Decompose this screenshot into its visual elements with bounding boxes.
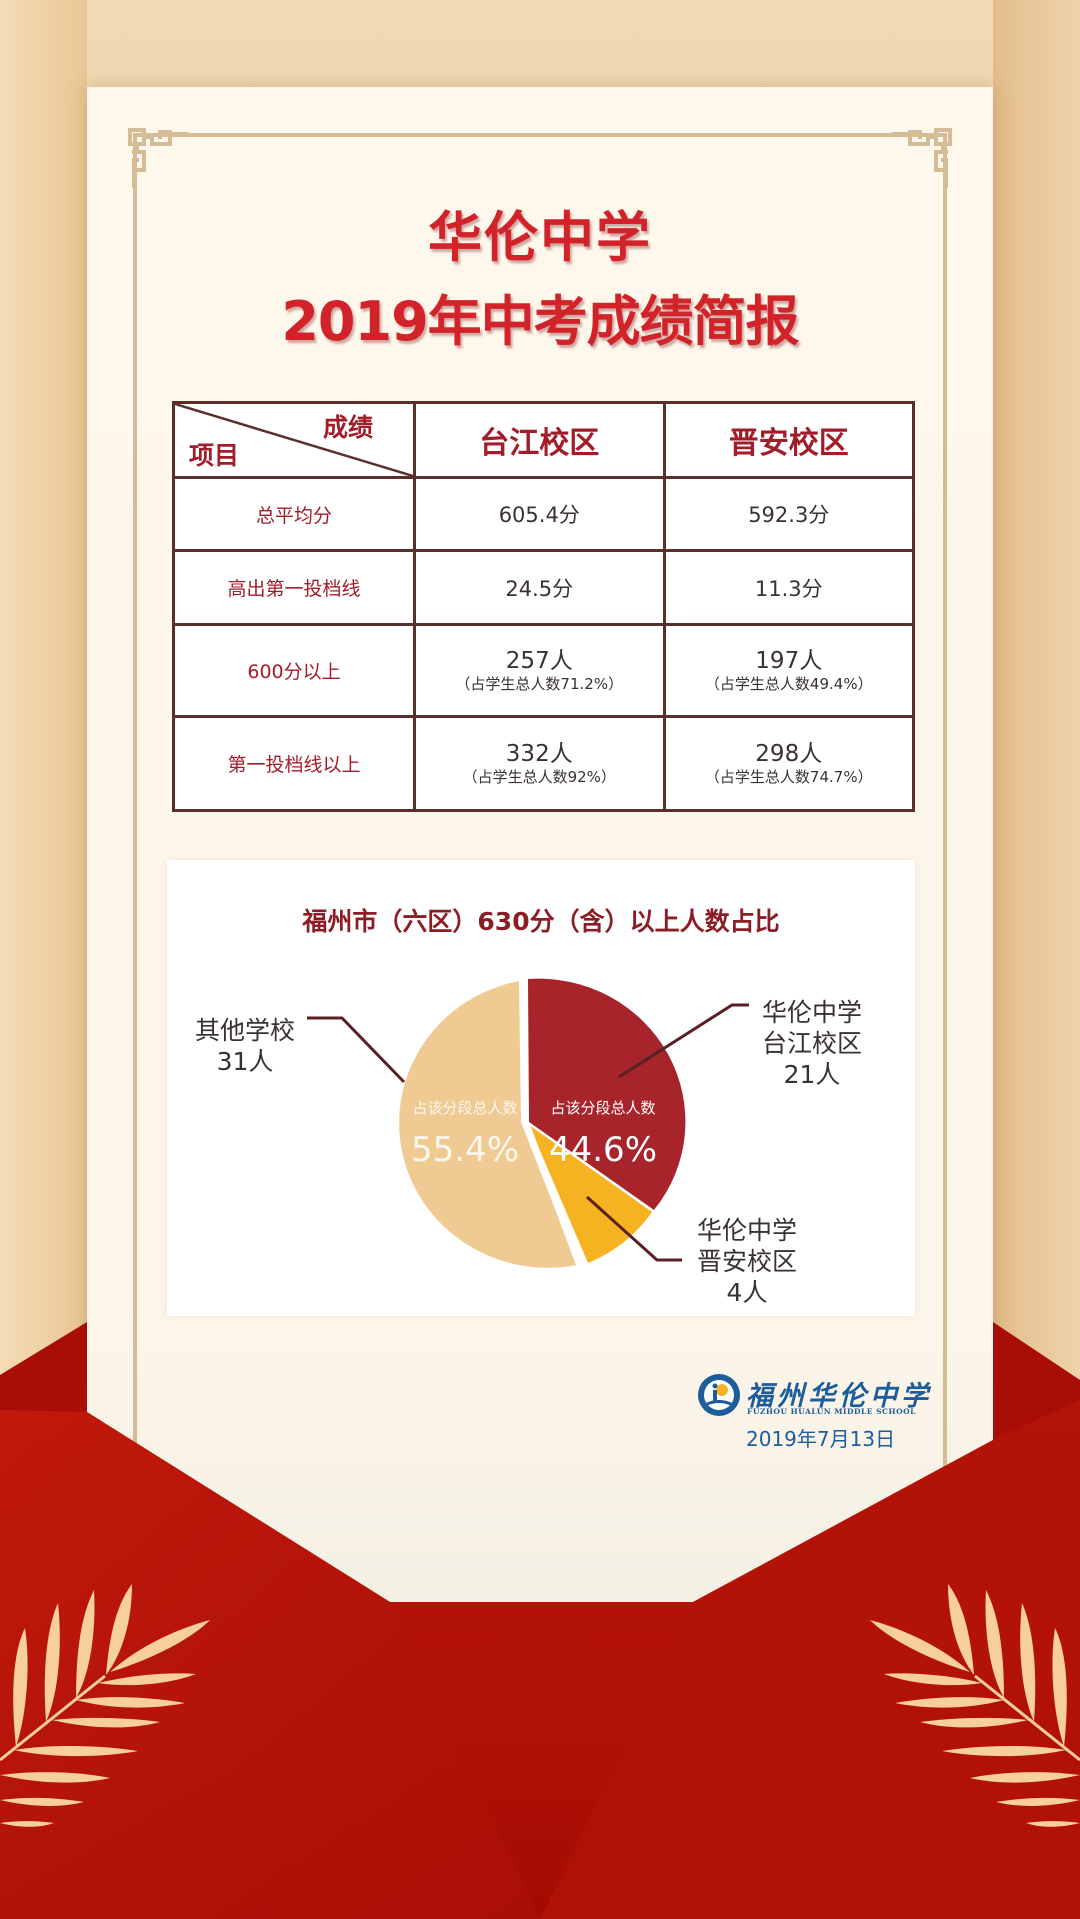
envelope-flap-right bbox=[540, 1400, 1080, 1919]
cell-count: 332人 bbox=[505, 740, 573, 767]
table-header-row: 成绩 项目 台江校区 晋安校区 bbox=[172, 401, 915, 479]
column-header-taijiang: 台江校区 bbox=[413, 401, 666, 479]
callout-campus: 晋安校区 bbox=[696, 1247, 797, 1276]
background-shade-left bbox=[0, 0, 87, 1400]
callout-name: 其他学校 bbox=[194, 1016, 295, 1045]
column-header-jinan: 晋安校区 bbox=[662, 401, 915, 479]
results-table: 成绩 项目 台江校区 晋安校区 总平均分 605.4分 592.3分 高出第一投… bbox=[172, 401, 915, 812]
annotation-caption: 占该分段总人数 bbox=[550, 1099, 656, 1117]
header-corner-cell: 成绩 项目 bbox=[172, 401, 416, 479]
cell-value: 11.3分 bbox=[662, 549, 915, 626]
pie-slice-other bbox=[399, 981, 577, 1268]
callout-count: 31人 bbox=[216, 1047, 274, 1076]
callout-count: 4人 bbox=[726, 1278, 768, 1307]
cell-percent: （占学生总人数71.2%） bbox=[455, 674, 624, 693]
callout-name: 华伦中学 bbox=[696, 1216, 797, 1245]
pie-chart bbox=[307, 974, 749, 1272]
table-row: 总平均分 605.4分 592.3分 bbox=[172, 476, 915, 552]
cell-value: 24.5分 bbox=[413, 549, 666, 626]
callout-name: 华伦中学 bbox=[761, 998, 862, 1027]
school-logo-icon bbox=[698, 1374, 740, 1416]
table-row: 高出第一投档线 24.5分 11.3分 bbox=[172, 549, 915, 626]
decorative-frame bbox=[133, 133, 947, 1493]
table-row: 第一投档线以上 332人 （占学生总人数92%） 298人 （占学生总人数74.… bbox=[172, 715, 915, 812]
page-title-school: 华伦中学 bbox=[428, 206, 652, 269]
fret-corner-icon bbox=[892, 128, 952, 188]
annotation-caption: 占该分段总人数 bbox=[412, 1099, 518, 1117]
row-label: 总平均分 bbox=[172, 476, 416, 552]
page-title-report: 2019年中考成绩简报 bbox=[281, 290, 799, 353]
table-row: 600分以上 257人 （占学生总人数71.2%） 197人 （占学生总人数49… bbox=[172, 623, 915, 718]
pie-slice-taijiang bbox=[528, 978, 686, 1210]
envelope-flap-left bbox=[0, 1410, 540, 1919]
cell-count: 298人 bbox=[755, 740, 823, 767]
cell-value: 605.4分 bbox=[413, 476, 666, 552]
cell-value: 257人 （占学生总人数71.2%） bbox=[413, 623, 666, 718]
annotation-percent: 55.4% bbox=[410, 1130, 519, 1170]
callout-count: 21人 bbox=[783, 1060, 841, 1089]
cell-value: 197人 （占学生总人数49.4%） bbox=[662, 623, 915, 718]
header-item-label: 项目 bbox=[189, 441, 240, 470]
annotation-percent: 44.6% bbox=[548, 1130, 657, 1170]
row-label: 600分以上 bbox=[172, 623, 416, 718]
cell-count: 197人 bbox=[755, 647, 823, 674]
callout-jinan: 华伦中学 晋安校区 4人 bbox=[687, 1215, 807, 1308]
cell-percent: （占学生总人数49.4%） bbox=[704, 674, 873, 693]
header-score-label: 成绩 bbox=[322, 413, 373, 442]
pie-chart-panel: 福州市（六区）630分（含）以上人数占比 占该分段总人数 55.4% 占该分段总… bbox=[167, 860, 915, 1316]
pie-annotation-other: 占该分段总人数 55.4% bbox=[395, 1097, 535, 1170]
diagonal-divider bbox=[175, 404, 413, 476]
fret-corner-icon bbox=[128, 128, 188, 188]
cell-value: 592.3分 bbox=[662, 476, 915, 552]
letter-paper bbox=[87, 87, 993, 1603]
cell-value: 332人 （占学生总人数92%） bbox=[413, 715, 666, 812]
report-date: 2019年7月13日 bbox=[746, 1427, 896, 1451]
school-name-en: FUZHOU HUALUN MIDDLE SCHOOL bbox=[747, 1407, 916, 1416]
leaf-decoration-left bbox=[0, 1584, 210, 1827]
callout-campus: 台江校区 bbox=[761, 1029, 862, 1058]
cell-percent: （占学生总人数92%） bbox=[462, 767, 616, 786]
pie-annotation-hualun: 占该分段总人数 44.6% bbox=[533, 1097, 673, 1170]
callout-other-schools: 其他学校 31人 bbox=[185, 1015, 305, 1077]
cell-percent: （占学生总人数74.7%） bbox=[704, 767, 873, 786]
callout-taijiang: 华伦中学 台江校区 21人 bbox=[752, 997, 872, 1090]
row-label: 第一投档线以上 bbox=[172, 715, 416, 812]
background-shade-right bbox=[993, 0, 1080, 1400]
cell-count: 257人 bbox=[505, 647, 573, 674]
chart-title: 福州市（六区）630分（含）以上人数占比 bbox=[302, 907, 780, 936]
row-label: 高出第一投档线 bbox=[172, 549, 416, 626]
school-name-cn: 福州华伦中学 bbox=[746, 1381, 932, 1412]
leaf-decoration-right bbox=[870, 1584, 1080, 1827]
cell-value: 298人 （占学生总人数74.7%） bbox=[662, 715, 915, 812]
